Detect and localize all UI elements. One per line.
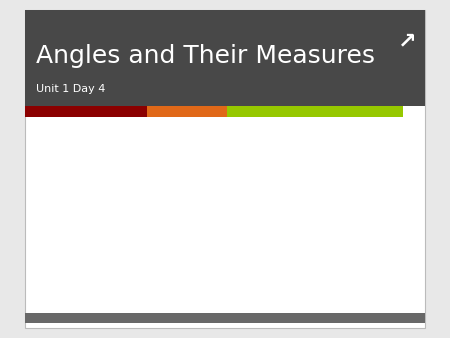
Text: ↗: ↗ bbox=[398, 31, 417, 51]
Text: Unit 1 Day 4: Unit 1 Day 4 bbox=[36, 84, 105, 94]
Bar bbox=[147, 106, 227, 117]
Bar bbox=[25, 10, 425, 106]
Bar bbox=[25, 106, 147, 117]
Bar bbox=[25, 313, 425, 323]
Bar bbox=[227, 106, 403, 117]
Text: Angles and Their Measures: Angles and Their Measures bbox=[36, 44, 375, 68]
Bar bbox=[25, 10, 425, 328]
